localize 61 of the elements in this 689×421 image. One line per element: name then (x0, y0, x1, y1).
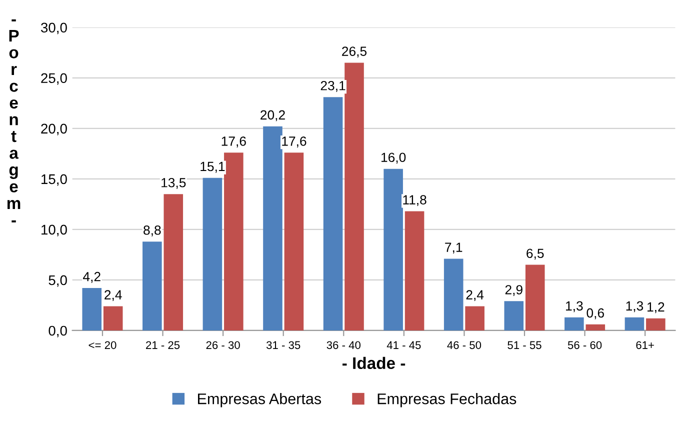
data-label: 2,4 (104, 290, 122, 302)
x-axis-title: - Idade - (342, 356, 406, 370)
bar (404, 211, 424, 330)
legend-label: Empresas Abertas (198, 393, 322, 408)
y-tick-label: 0,0 (48, 326, 67, 338)
x-tick-label: 61+ (636, 341, 654, 350)
bar (444, 258, 464, 330)
legend-label: Empresas Fechadas (378, 393, 516, 408)
bar (224, 152, 244, 330)
bar (384, 168, 403, 330)
data-label: 7,1 (445, 242, 462, 254)
data-label: 26,5 (342, 46, 367, 58)
bar (504, 301, 524, 330)
data-label: 16,0 (381, 152, 406, 164)
data-label: 17,6 (282, 136, 306, 148)
bar (465, 306, 484, 330)
x-tick-label: 26 - 30 (206, 341, 240, 350)
bar (103, 306, 123, 330)
data-label: 15,1 (200, 162, 225, 173)
x-tick-label: 21 - 25 (146, 341, 180, 350)
data-label: 1,3 (566, 301, 583, 312)
bar (344, 62, 364, 330)
y-tick-label: 20,0 (41, 124, 67, 136)
x-tick-label: 36 - 40 (326, 341, 360, 350)
data-label: 17,6 (222, 136, 246, 148)
data-label: 23,1 (320, 80, 346, 92)
bar (586, 324, 606, 330)
y-tick-label: 5,0 (48, 275, 67, 287)
x-tick-label: 46 - 50 (447, 341, 482, 350)
text: - Porcentagem - (7, 19, 20, 222)
y-tick-label: 15,0 (42, 174, 67, 186)
data-label: 13,5 (162, 178, 186, 189)
data-label: 0,6 (586, 308, 604, 320)
x-tick-label: <= 20 (88, 341, 116, 350)
data-label: 1,2 (648, 302, 664, 314)
x-tick-label: 56 - 60 (568, 341, 602, 350)
x-tick-label: 31 - 35 (266, 341, 300, 350)
bar (202, 178, 222, 330)
bar (82, 288, 102, 330)
data-label: 2,9 (505, 285, 522, 296)
bar (263, 126, 282, 330)
data-label: 6,5 (526, 248, 544, 260)
y-tick-label: 30,0 (40, 22, 67, 34)
y-tick-label: 10,0 (42, 224, 67, 236)
y-tick-label: 25,0 (41, 73, 67, 85)
bar (164, 194, 184, 330)
x-tick-label: 51 - 55 (508, 341, 542, 350)
bar (323, 97, 343, 330)
data-label: 11,8 (403, 195, 426, 206)
bar (525, 264, 545, 330)
data-label: 8,8 (144, 225, 161, 236)
data-label: 4,2 (83, 272, 100, 283)
bar (646, 318, 666, 330)
bar (284, 152, 304, 330)
data-label: 1,3 (626, 301, 644, 312)
data-label: 2,4 (466, 290, 484, 302)
x-tick-label: 41 - 45 (386, 341, 421, 350)
bar (142, 242, 162, 330)
bar (624, 317, 644, 330)
data-label: 20,2 (260, 110, 285, 122)
bar (564, 317, 584, 330)
